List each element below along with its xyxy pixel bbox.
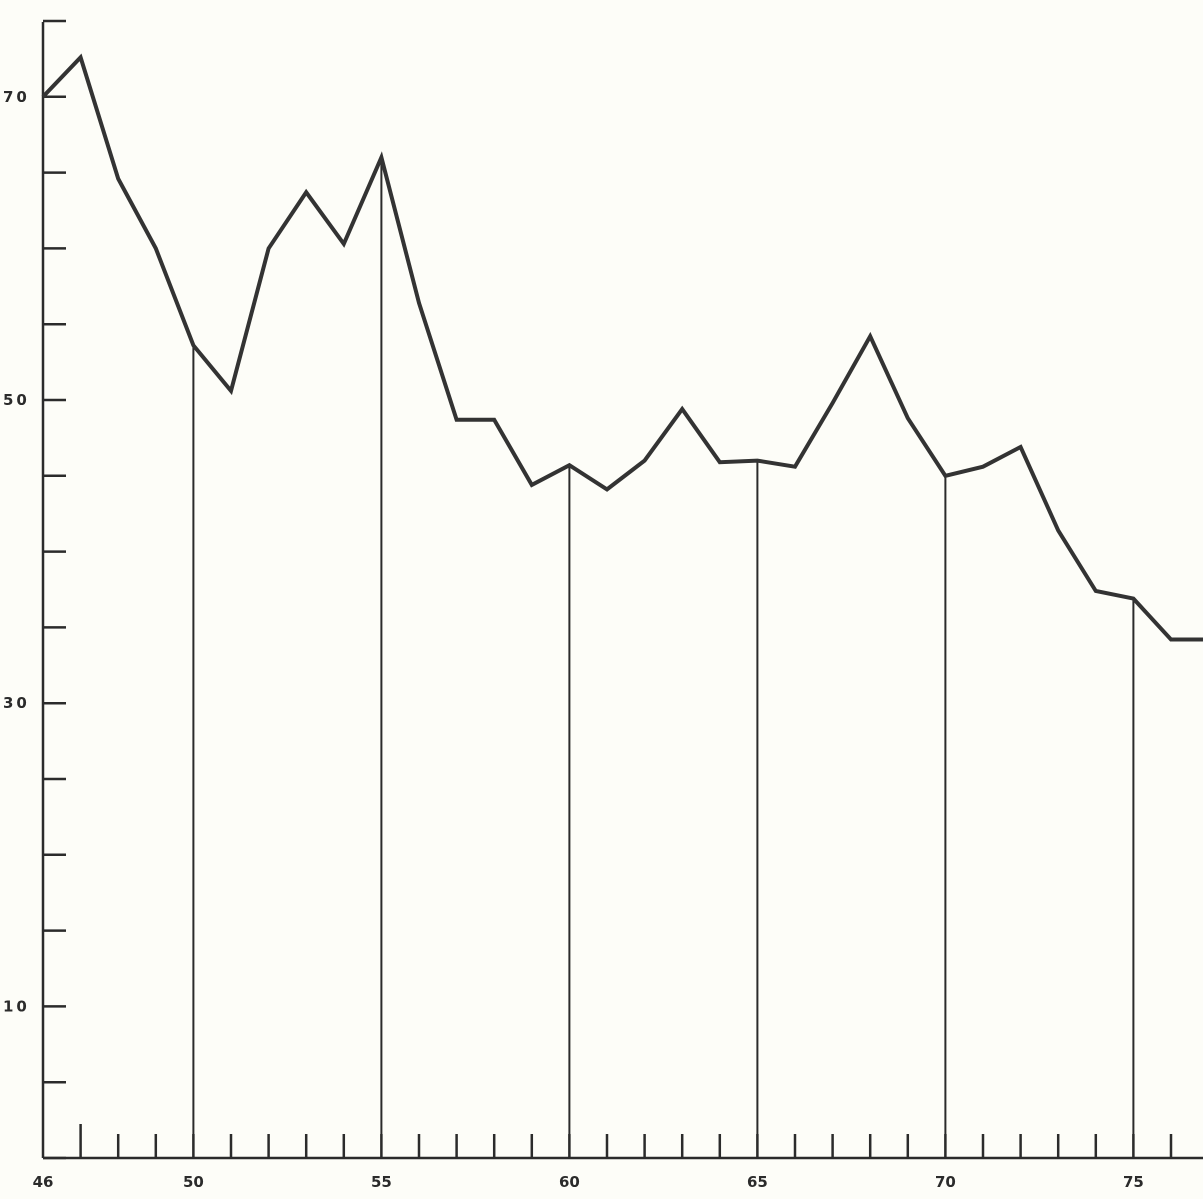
y-tick-label: 10 [3, 997, 30, 1015]
x-tick-label: 70 [935, 1173, 956, 1191]
x-tick-label: 50 [183, 1173, 204, 1191]
y-tick-label: 70 [3, 88, 30, 106]
x-tick-label: 60 [559, 1173, 580, 1191]
series-line [41, 53, 1203, 642]
y-tick-label: 50 [3, 391, 30, 409]
x-tick-label: 75 [1123, 1173, 1144, 1191]
x-tick-label: 46 [33, 1173, 54, 1191]
y-tick-label: 30 [3, 694, 30, 712]
x-tick-label: 55 [371, 1173, 392, 1191]
x-tick-label: 65 [747, 1173, 768, 1191]
